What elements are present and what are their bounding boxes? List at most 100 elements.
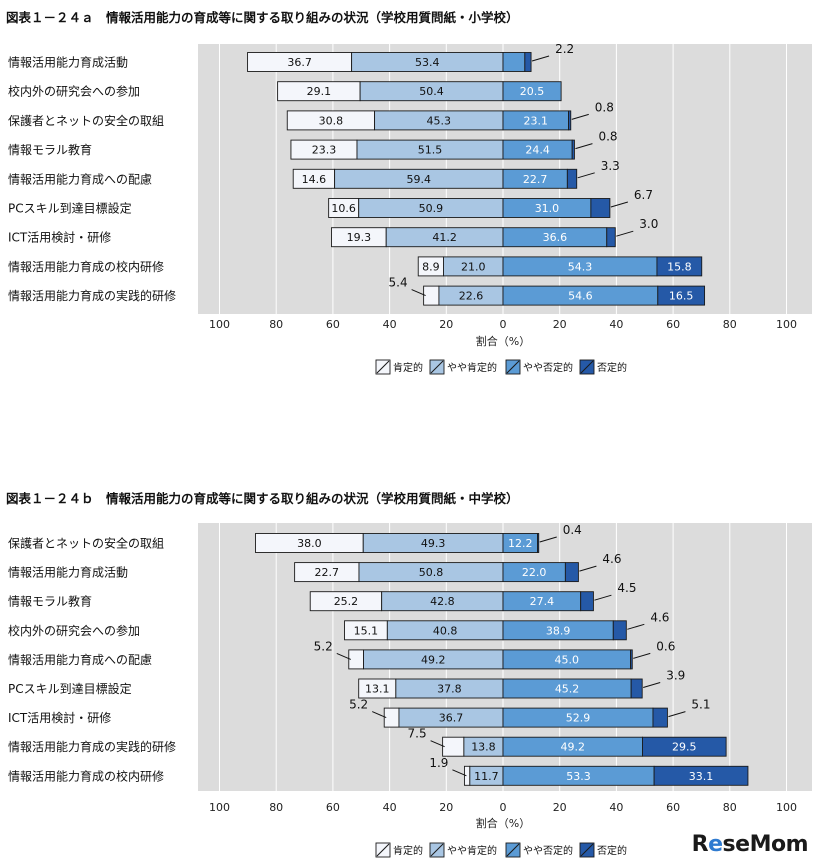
bar-否定的 [630, 678, 643, 699]
data-label: 13.8 [471, 741, 496, 754]
data-label: 4.6 [602, 552, 621, 566]
x-tick-label: 60 [326, 801, 340, 814]
data-label: 5.1 [691, 698, 710, 712]
data-label: 36.6 [543, 231, 568, 244]
leader-line [430, 740, 445, 748]
x-tick-label: 20 [553, 318, 567, 331]
x-tick-label: 100 [776, 318, 797, 331]
bar-否定的 [657, 285, 706, 306]
data-label: 3.0 [639, 217, 658, 231]
chart-a: 100 80 60 40 20 0 20 40 60 80 100 情報活用能力育成活動 36.7 53.… [8, 42, 812, 375]
data-label: 15.1 [354, 624, 379, 637]
data-label: 0.4 [563, 523, 582, 537]
data-label: 3.3 [601, 159, 620, 173]
x-tick-label: 20 [439, 318, 453, 331]
legend-label: 肯定的 [393, 361, 423, 374]
bar-否定的 [656, 256, 703, 277]
category-label: 情報活用能力育成活動 [8, 565, 128, 580]
bar-否定的 [571, 139, 575, 160]
legend-swatch-diagonal [376, 360, 390, 374]
data-label: 38.0 [297, 537, 322, 550]
x-tick-label: 80 [269, 318, 283, 331]
data-label: 22.6 [459, 290, 484, 303]
x-tick-label: 100 [209, 801, 230, 814]
data-label: 49.3 [421, 537, 446, 550]
data-label: 27.4 [530, 595, 555, 608]
bar-否定的 [524, 52, 532, 72]
resemom-logo: ReseMom [691, 832, 809, 857]
chart-a-title: 図表１－２４ａ 情報活用能力の育成等に関する取り組みの状況（学校用質問紙・小学校… [6, 10, 519, 25]
data-label: 2.2 [555, 42, 574, 56]
chart-b-title: 図表１－２４ｂ 情報活用能力の育成等に関する取り組みの状況（学校用質問紙・中学校… [6, 491, 519, 506]
data-label: 11.7 [474, 770, 499, 783]
x-axis-title: 割合（%） [476, 816, 530, 830]
chart-b: 100 80 60 40 20 0 20 40 60 80 100 保護者とネットの安全の取組 38.0… [8, 523, 812, 858]
x-tick-label: 40 [609, 801, 623, 814]
category-label: 情報活用能力育成への配慮 [8, 171, 152, 186]
bar-否定的 [590, 198, 611, 218]
category-label: ICT活用検討・研修 [8, 710, 111, 725]
category-label: 情報モラル教育 [8, 142, 92, 157]
leader-line [411, 289, 426, 297]
bar-否定的 [568, 110, 572, 131]
legend-label: やや否定的 [523, 361, 573, 374]
category-label: 情報活用能力育成への配慮 [8, 652, 152, 667]
x-tick-label: 60 [326, 318, 340, 331]
legend-swatch-diagonal [430, 360, 444, 374]
x-tick-label: 40 [383, 318, 397, 331]
leader-line [452, 769, 467, 777]
bar-否定的 [630, 649, 633, 670]
category-label: 保護者とネットの安全の取組 [8, 536, 164, 551]
x-tick-label: 100 [209, 318, 230, 331]
data-label: 0.8 [598, 130, 617, 144]
leader-line [336, 652, 351, 660]
data-label: 4.5 [617, 581, 636, 595]
bar-否定的 [653, 765, 749, 786]
x-axis-title: 割合（%） [476, 334, 530, 348]
data-label: 50.8 [419, 566, 444, 579]
x-tick-label: 40 [383, 801, 397, 814]
leader-line [627, 623, 645, 630]
data-label: 13.1 [365, 683, 390, 696]
data-label: 45.0 [555, 653, 580, 666]
category-label: ICT活用検討・研修 [8, 230, 111, 245]
data-label: 4.6 [650, 610, 669, 624]
data-label: 49.2 [560, 741, 585, 754]
data-label: 29.5 [672, 741, 697, 754]
leader-line [643, 682, 661, 688]
bar-やや否定的 [502, 81, 562, 102]
x-tick-label: 60 [666, 801, 680, 814]
data-label: 0.6 [656, 639, 675, 653]
bar-否定的 [537, 533, 540, 553]
data-label: 54.3 [568, 260, 593, 273]
category-label: 情報活用能力育成の実践的研修 [8, 739, 176, 754]
legend-swatch-diagonal [506, 360, 520, 374]
bar-否定的 [652, 707, 668, 728]
data-label: 30.8 [319, 114, 344, 127]
x-tick-label: 100 [776, 801, 797, 814]
x-tick-label: 80 [723, 801, 737, 814]
category-label: 情報活用能力育成活動 [8, 55, 128, 70]
data-label: 5.2 [314, 639, 333, 653]
legend-swatch-diagonal [580, 360, 594, 374]
x-tick-label: 80 [269, 801, 283, 814]
category-label: 情報活用能力育成の実践的研修 [8, 288, 176, 303]
data-label: 7.5 [408, 727, 427, 741]
leader-line [579, 565, 597, 572]
data-label: 5.2 [349, 698, 368, 712]
leader-line [594, 594, 612, 601]
category-label: 校内外の研究会への参加 [8, 623, 140, 638]
data-label: 36.7 [439, 712, 464, 725]
data-label: 16.5 [669, 290, 694, 303]
data-label: 41.2 [432, 231, 457, 244]
data-label: 12.2 [508, 537, 533, 550]
x-tick-label: 20 [553, 801, 567, 814]
data-label: 50.4 [419, 85, 444, 98]
data-label: 21.0 [461, 260, 486, 273]
data-label: 8.9 [422, 260, 440, 273]
data-label: 5.4 [389, 276, 408, 290]
data-label: 53.3 [566, 770, 591, 783]
data-label: 59.4 [407, 173, 432, 186]
data-label: 54.6 [568, 290, 593, 303]
data-label: 24.4 [525, 144, 550, 157]
